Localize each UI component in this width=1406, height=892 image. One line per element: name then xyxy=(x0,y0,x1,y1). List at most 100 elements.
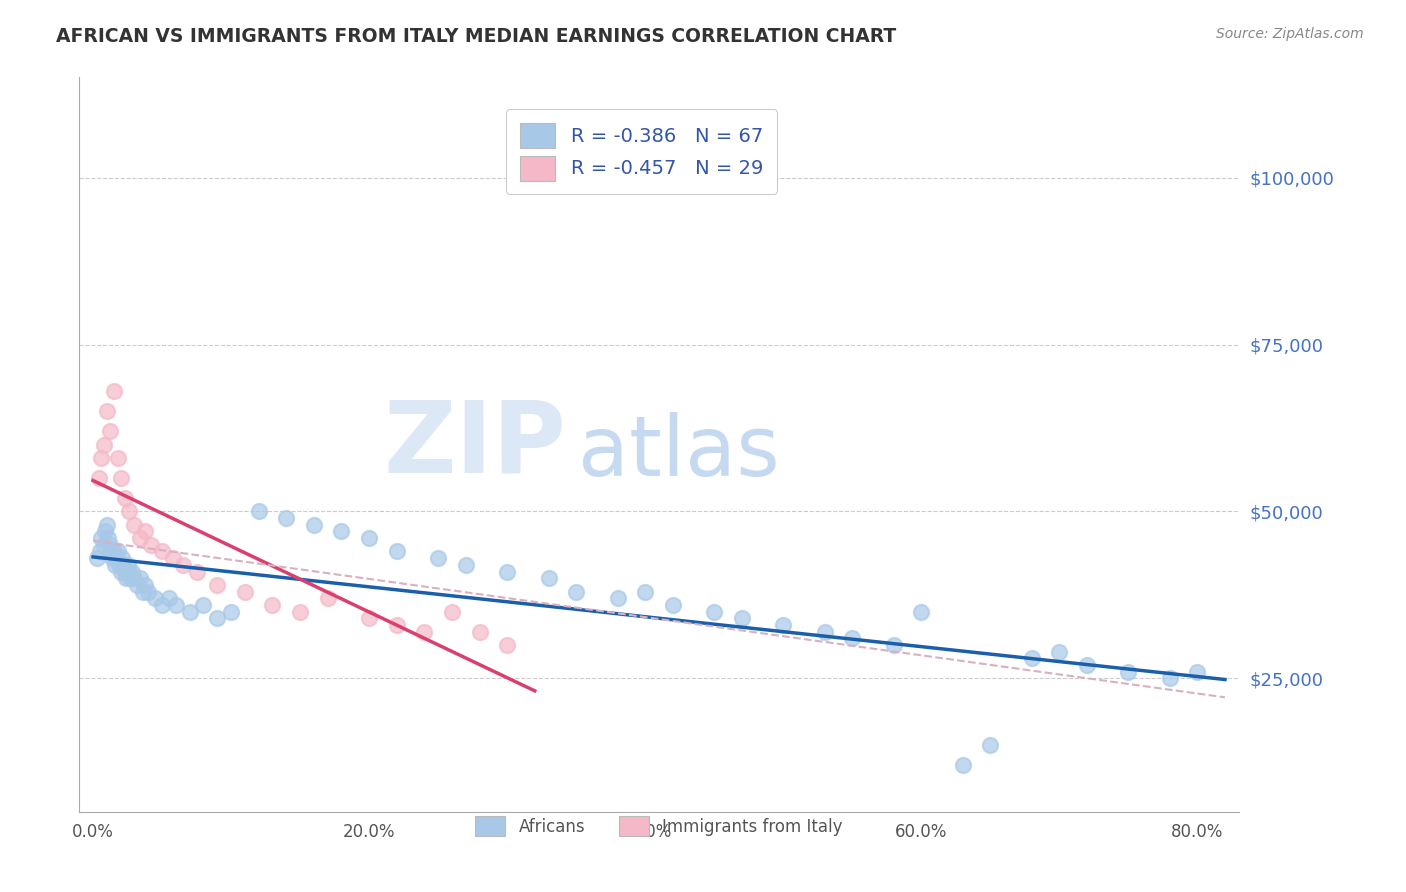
Point xyxy=(105,551,128,566)
Point xyxy=(359,611,381,625)
Point xyxy=(107,450,129,465)
Point xyxy=(150,598,173,612)
Point xyxy=(129,571,152,585)
Point xyxy=(87,471,110,485)
Point xyxy=(440,605,463,619)
Point xyxy=(165,598,187,612)
Point xyxy=(1187,665,1209,679)
Point xyxy=(110,565,132,579)
Point xyxy=(103,544,125,558)
Point xyxy=(93,437,115,451)
Point xyxy=(233,584,256,599)
Point xyxy=(496,565,519,579)
Point xyxy=(496,638,519,652)
Point xyxy=(110,471,132,485)
Point xyxy=(1047,645,1070,659)
Point xyxy=(117,558,139,572)
Point xyxy=(952,758,974,772)
Point xyxy=(207,578,229,592)
Point xyxy=(359,531,381,545)
Point xyxy=(172,558,194,572)
Point xyxy=(118,504,141,518)
Point xyxy=(1021,651,1043,665)
Point xyxy=(302,517,325,532)
Point xyxy=(134,578,156,592)
Point xyxy=(124,517,146,532)
Point xyxy=(1118,665,1140,679)
Point xyxy=(93,538,115,552)
Point xyxy=(427,551,450,566)
Legend: Africans, Immigrants from Italy: Africans, Immigrants from Italy xyxy=(467,808,851,844)
Point xyxy=(90,450,112,465)
Point xyxy=(276,511,298,525)
Point xyxy=(97,531,120,545)
Point xyxy=(115,571,138,585)
Point xyxy=(662,598,685,612)
Point xyxy=(468,624,491,639)
Point xyxy=(193,598,215,612)
Point xyxy=(103,384,125,399)
Point xyxy=(96,517,118,532)
Point xyxy=(703,605,725,619)
Point xyxy=(219,605,242,619)
Point xyxy=(247,504,270,518)
Point xyxy=(139,538,162,552)
Point xyxy=(98,425,121,439)
Point xyxy=(86,551,108,566)
Point xyxy=(814,624,837,639)
Point xyxy=(330,524,353,539)
Point xyxy=(979,738,1001,752)
Point xyxy=(207,611,229,625)
Point xyxy=(114,491,136,505)
Point xyxy=(129,531,152,545)
Point xyxy=(385,618,408,632)
Point xyxy=(89,544,111,558)
Point xyxy=(316,591,339,606)
Point xyxy=(108,558,131,572)
Point xyxy=(131,584,153,599)
Point xyxy=(731,611,754,625)
Point xyxy=(179,605,201,619)
Point xyxy=(772,618,794,632)
Point xyxy=(127,578,149,592)
Point xyxy=(883,638,905,652)
Point xyxy=(634,584,657,599)
Point xyxy=(121,565,143,579)
Point xyxy=(162,551,184,566)
Point xyxy=(111,551,134,566)
Point xyxy=(90,531,112,545)
Point xyxy=(186,565,208,579)
Point xyxy=(150,544,173,558)
Point xyxy=(94,524,117,539)
Point xyxy=(1076,658,1098,673)
Point xyxy=(413,624,436,639)
Point xyxy=(112,558,135,572)
Point xyxy=(262,598,284,612)
Point xyxy=(136,584,159,599)
Point xyxy=(101,551,124,566)
Point xyxy=(134,524,156,539)
Point xyxy=(841,632,863,646)
Text: ZIP: ZIP xyxy=(384,396,567,493)
Point xyxy=(157,591,180,606)
Text: AFRICAN VS IMMIGRANTS FROM ITALY MEDIAN EARNINGS CORRELATION CHART: AFRICAN VS IMMIGRANTS FROM ITALY MEDIAN … xyxy=(56,27,897,45)
Point xyxy=(107,544,129,558)
Text: atlas: atlas xyxy=(578,411,779,492)
Point xyxy=(100,544,122,558)
Point xyxy=(96,404,118,418)
Point xyxy=(118,565,141,579)
Point xyxy=(124,571,146,585)
Point xyxy=(143,591,166,606)
Point xyxy=(385,544,408,558)
Point xyxy=(606,591,628,606)
Point xyxy=(565,584,588,599)
Point xyxy=(114,565,136,579)
Point xyxy=(98,538,121,552)
Point xyxy=(537,571,560,585)
Point xyxy=(910,605,932,619)
Point xyxy=(1159,671,1181,685)
Point xyxy=(454,558,477,572)
Point xyxy=(288,605,311,619)
Point xyxy=(120,571,142,585)
Text: Source: ZipAtlas.com: Source: ZipAtlas.com xyxy=(1216,27,1364,41)
